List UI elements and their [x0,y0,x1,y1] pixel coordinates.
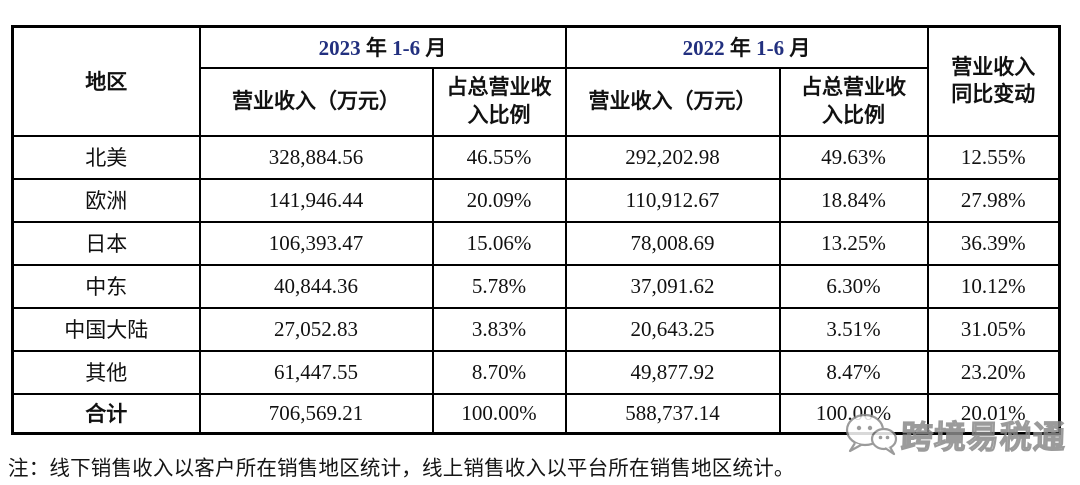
cell-revenue-2023: 40,844.36 [198,263,434,309]
cell-revenue-2023: 706,569.21 [198,392,434,435]
cell-revenue-2023: 27,052.83 [198,306,434,352]
cell-yoy-change: 31.05% [926,306,1061,352]
column-header-revenue-2022: 营业收入（万元） [564,66,781,137]
column-header-share-2023: 占总营业收入比例 [431,66,567,137]
cell-share-2022: 6.30% [778,263,929,309]
cell-revenue-2023: 141,946.44 [198,177,434,223]
cell-share-2022: 100.00% [778,392,929,435]
cell-share-2022: 13.25% [778,220,929,266]
cell-region: 北美 [11,134,201,180]
month-range-2023: 1-6 [392,36,421,61]
cell-yoy-change: 27.98% [926,177,1061,223]
year-label: 年 [724,36,757,61]
cell-share-2023: 5.78% [431,263,567,309]
cell-share-2023: 8.70% [431,349,567,395]
header-group-row: 地区 2023 年 1-6 月 2022 年 1-6 月 营业收入同比变动 [11,25,1061,137]
table-row-other: 其他 61,447.55 8.70% 49,877.92 8.47% 23.20… [11,349,1061,395]
group-header-2022: 2022 年 1-6 月 [564,25,929,69]
cell-region: 中东 [11,263,201,309]
cell-yoy-change: 10.12% [926,263,1061,309]
table-row-total: 合计 706,569.21 100.00% 588,737.14 100.00%… [11,392,1061,435]
year-label: 年 [360,36,393,61]
month-range-2022: 1-6 [756,36,785,61]
cell-region: 中国大陆 [11,306,201,352]
cell-revenue-2023: 328,884.56 [198,134,434,180]
cell-share-2023: 46.55% [431,134,567,180]
cell-revenue-2022: 20,643.25 [564,306,781,352]
cell-share-2022: 18.84% [778,177,929,223]
month-label: 月 [420,36,447,61]
cell-yoy-change: 20.01% [926,392,1061,435]
column-header-share-2022: 占总营业收入比例 [778,66,929,137]
column-header-region: 地区 [11,25,201,137]
revenue-by-region-table: 地区 2023 年 1-6 月 2022 年 1-6 月 营业收入同比变动 营业… [11,25,1061,435]
cell-revenue-2022: 110,912.67 [564,177,781,223]
header-sub-row: 营业收入（万元） 占总营业收入比例 营业收入（万元） 占总营业收入比例 [13,66,1060,137]
cell-share-2022: 8.47% [778,349,929,395]
cell-share-2023: 15.06% [431,220,567,266]
cell-region: 欧洲 [11,177,201,223]
cell-share-2022: 49.63% [778,134,929,180]
footnote: 注：线下销售收入以客户所在销售地区统计，线上销售收入以平台所在销售地区统计。 [8,458,795,480]
share-header-label: 占总营业收入比例 [446,75,552,127]
cell-revenue-2022: 78,008.69 [564,220,781,266]
table-row-middle-east: 中东 40,844.36 5.78% 37,091.62 6.30% 10.12… [11,263,1061,309]
yoy-header-label: 营业收入同比变动 [951,54,1036,107]
cell-revenue-2022: 588,737.14 [564,392,781,435]
share-header-label: 占总营业收入比例 [801,75,906,127]
month-label: 月 [784,36,811,61]
cell-revenue-2022: 49,877.92 [564,349,781,395]
cell-region: 日本 [11,220,201,266]
table-row-japan: 日本 106,393.47 15.06% 78,008.69 13.25% 36… [11,220,1061,266]
cell-yoy-change: 36.39% [926,220,1061,266]
cell-share-2023: 20.09% [431,177,567,223]
table-row-europe: 欧洲 141,946.44 20.09% 110,912.67 18.84% 2… [11,177,1061,223]
column-header-yoy-change: 营业收入同比变动 [926,25,1061,137]
year-2022: 2022 [682,36,725,61]
cell-share-2022: 3.51% [778,306,929,352]
cell-yoy-change: 12.55% [926,134,1061,180]
table-row-china-mainland: 中国大陆 27,052.83 3.83% 20,643.25 3.51% 31.… [11,306,1061,352]
cell-yoy-change: 23.20% [926,349,1061,395]
group-header-2023: 2023 年 1-6 月 [198,25,567,69]
cell-revenue-2022: 37,091.62 [564,263,781,309]
cell-revenue-2022: 292,202.98 [564,134,781,180]
cell-revenue-2023: 61,447.55 [198,349,434,395]
cell-share-2023: 3.83% [431,306,567,352]
cell-region-total: 合计 [11,392,201,435]
column-header-revenue-2023: 营业收入（万元） [198,66,434,137]
table-row-north-america: 北美 328,884.56 46.55% 292,202.98 49.63% 1… [11,134,1061,180]
cell-revenue-2023: 106,393.47 [198,220,434,266]
cell-region: 其他 [11,349,201,395]
year-2023: 2023 [318,36,361,61]
cell-share-2023: 100.00% [431,392,567,435]
